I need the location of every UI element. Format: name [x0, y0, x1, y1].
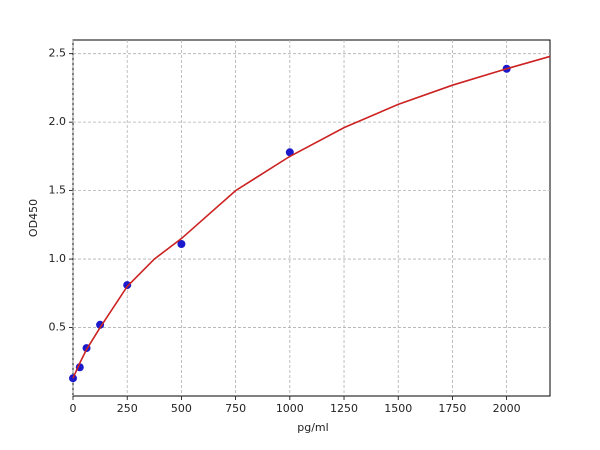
- y-tick-label: 2.0: [49, 115, 67, 128]
- x-tick-label: 2000: [493, 402, 521, 415]
- x-tick-label: 0: [70, 402, 77, 415]
- fit-curve: [72, 55, 551, 379]
- x-tick-label: 750: [225, 402, 246, 415]
- y-tick-label: 1.0: [49, 252, 67, 265]
- x-tick-label: 500: [171, 402, 192, 415]
- y-tick-label: 0.5: [49, 321, 67, 334]
- x-tick-label: 1000: [276, 402, 304, 415]
- data-point: [123, 281, 132, 290]
- data-point: [177, 240, 186, 249]
- y-tick-label: 1.5: [49, 184, 67, 197]
- data-point: [285, 148, 294, 157]
- y-axis-label: OD450: [27, 199, 40, 237]
- x-axis-label: pg/ml: [297, 421, 328, 434]
- plot-frame: [72, 39, 551, 397]
- y-tick-label: 2.5: [49, 47, 67, 60]
- x-tick-label: 1750: [438, 402, 466, 415]
- data-point: [96, 320, 105, 329]
- x-tick-label: 1250: [330, 402, 358, 415]
- x-tick-label: 250: [117, 402, 138, 415]
- x-tick-label: 1500: [384, 402, 412, 415]
